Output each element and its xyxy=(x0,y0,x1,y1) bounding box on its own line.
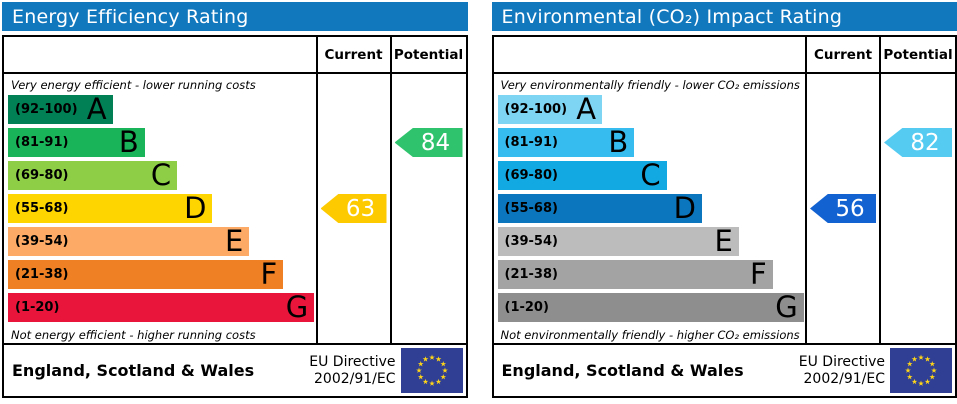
band-range-label: (21-38) xyxy=(504,267,558,282)
co2-impact-panel: Environmental (CO₂) Impact Rating Curren… xyxy=(491,2,957,398)
eu-directive-line1: EU Directive xyxy=(309,353,396,370)
band-b: (81-91) B xyxy=(8,128,145,157)
band-letter: E xyxy=(225,224,244,258)
eu-directive-line1: EU Directive xyxy=(798,353,885,370)
col-header-potential: Potential xyxy=(389,37,466,72)
band-range-label: (69-80) xyxy=(15,168,69,183)
band-d: (55-68) D xyxy=(497,191,702,225)
current-rating-value: 63 xyxy=(345,195,376,222)
band-f: (21-38) F xyxy=(497,257,773,291)
panel-title: Energy Efficiency Rating xyxy=(12,5,249,28)
band-g: (1-20) G xyxy=(497,290,804,324)
current-column: 56 xyxy=(805,74,879,343)
table-header-row: Current Potential xyxy=(4,37,466,74)
footer-region: England, Scotland & Wales xyxy=(501,361,744,380)
band-letter: F xyxy=(750,257,767,291)
potential-rating-arrow: 82 xyxy=(884,128,952,157)
band-letter: C xyxy=(150,158,172,192)
energy-efficiency-panel: Energy Efficiency Rating Current Potenti… xyxy=(2,2,468,398)
eu-directive-label: EU Directive 2002/91/EC xyxy=(799,354,885,387)
scale-note-bottom: Not energy efficient - higher running co… xyxy=(11,328,256,342)
band-range-label: (69-80) xyxy=(504,168,558,183)
band-letter: E xyxy=(714,224,733,258)
band-letter: B xyxy=(118,125,139,159)
band-f: (21-38) F xyxy=(8,257,284,291)
band-letter: A xyxy=(86,92,107,126)
band-letter: D xyxy=(184,191,207,225)
table-header-row: Current Potential xyxy=(493,37,955,74)
eu-directive-label: EU Directive 2002/91/EC xyxy=(309,354,395,387)
potential-column: 84 xyxy=(389,74,466,343)
header-spacer xyxy=(494,37,806,72)
band-letter: A xyxy=(576,92,597,126)
table-footer: England, Scotland & Wales EU Directive 2… xyxy=(493,343,955,396)
energy-efficiency-table: Current Potential Very energy efficient … xyxy=(2,35,468,398)
col-header-potential: Potential xyxy=(879,37,955,72)
footer-region: England, Scotland & Wales xyxy=(12,361,255,380)
scale-note-bottom: Not environmentally friendly - higher CO… xyxy=(500,328,800,342)
potential-rating-value: 82 xyxy=(910,129,940,156)
potential-column: 82 xyxy=(879,74,955,343)
col-header-current: Current xyxy=(315,37,390,72)
band-d: (55-68) D xyxy=(8,191,213,225)
band-e: (39-54) E xyxy=(497,224,739,258)
band-letter: B xyxy=(608,125,629,159)
band-scale: Very environmentally friendly - lower CO… xyxy=(494,74,806,343)
eu-flag-icon xyxy=(890,348,952,393)
band-e: (39-54) E xyxy=(8,224,250,258)
band-range-label: (81-91) xyxy=(504,135,558,150)
scale-note-top: Very energy efficient - lower running co… xyxy=(11,78,256,92)
band-scale: Very energy efficient - lower running co… xyxy=(4,74,316,343)
current-rating-value: 56 xyxy=(835,195,865,222)
table-body: Very energy efficient - lower running co… xyxy=(4,74,466,343)
col-header-current: Current xyxy=(805,37,879,72)
band-letter: G xyxy=(285,290,309,324)
panel-title: Environmental (CO₂) Impact Rating xyxy=(501,5,843,28)
current-rating-arrow: 63 xyxy=(320,194,387,223)
band-range-label: (21-38) xyxy=(15,267,69,282)
current-rating-arrow: 56 xyxy=(810,194,876,223)
band-c: (69-80) C xyxy=(497,158,667,192)
band-range-label: (55-68) xyxy=(15,201,69,216)
band-range-label: (92-100) xyxy=(504,102,568,117)
energy-efficiency-header: Energy Efficiency Rating xyxy=(2,2,468,31)
band-a: (92-100) A xyxy=(497,92,603,126)
band-range-label: (55-68) xyxy=(504,201,558,216)
band-letter: F xyxy=(260,257,278,291)
eu-directive-line2: 2002/91/EC xyxy=(314,370,396,387)
eu-flag-icon xyxy=(400,348,463,393)
potential-rating-value: 84 xyxy=(420,129,451,156)
co2-impact-header: Environmental (CO₂) Impact Rating xyxy=(491,2,957,31)
band-range-label: (39-54) xyxy=(504,234,558,249)
scale-note-top: Very environmentally friendly - lower CO… xyxy=(500,78,800,92)
band-a: (92-100) A xyxy=(8,95,113,124)
current-column: 63 xyxy=(315,74,390,343)
band-g: (1-20) G xyxy=(8,290,315,324)
header-spacer xyxy=(4,37,316,72)
band-range-label: (39-54) xyxy=(15,234,69,249)
band-range-label: (81-91) xyxy=(15,135,69,150)
co2-impact-table: Current Potential Very environmentally f… xyxy=(491,35,957,398)
band-range-label: (1-20) xyxy=(504,300,549,315)
potential-rating-arrow: 84 xyxy=(394,128,463,157)
band-range-label: (92-100) xyxy=(15,102,78,117)
band-letter: C xyxy=(640,158,661,192)
eu-directive-line2: 2002/91/EC xyxy=(803,370,886,387)
band-c: (69-80) C xyxy=(8,158,178,192)
band-b: (81-91) B xyxy=(497,125,635,159)
band-letter: D xyxy=(673,191,696,225)
table-footer: England, Scotland & Wales EU Directive 2… xyxy=(4,343,466,396)
table-body: Very environmentally friendly - lower CO… xyxy=(494,74,956,343)
band-range-label: (1-20) xyxy=(15,300,60,315)
band-letter: G xyxy=(775,290,798,324)
